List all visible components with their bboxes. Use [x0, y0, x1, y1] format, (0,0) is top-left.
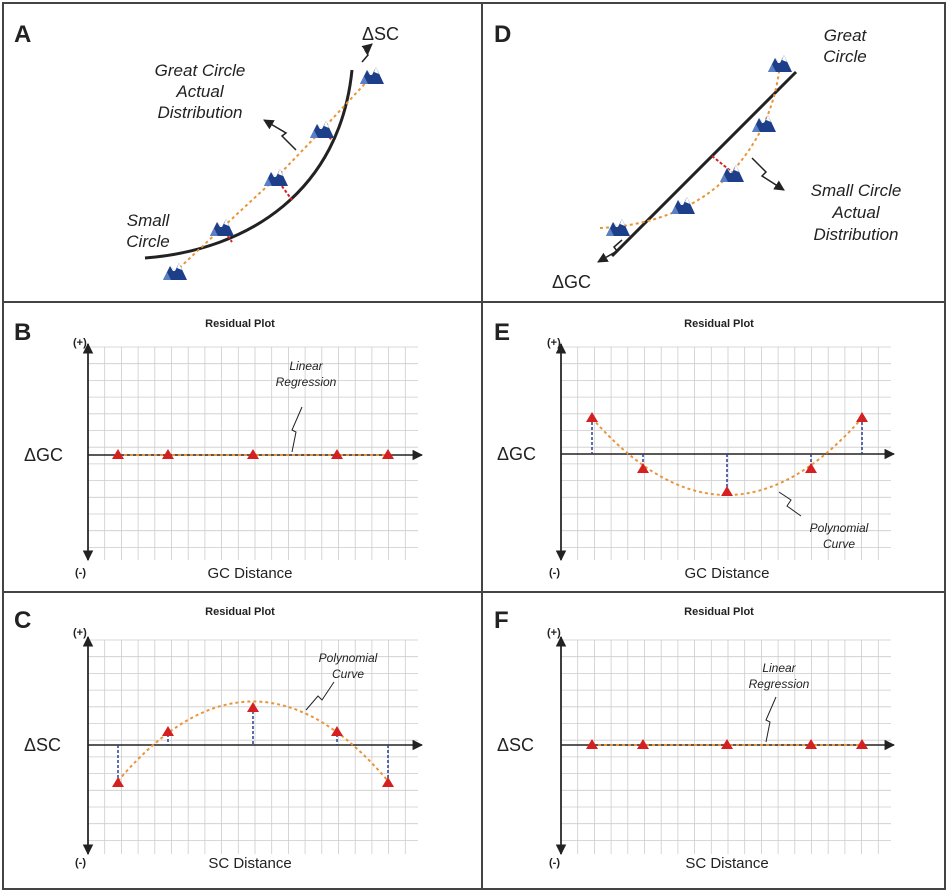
red-triangle	[856, 739, 868, 749]
panel-a: A ΔSC Great Circle Actual Distribution S…	[14, 21, 399, 280]
markers-f	[586, 739, 868, 749]
y-label-b: ΔGC	[24, 445, 63, 465]
red-triangle	[805, 463, 817, 473]
small-circle-arc	[144, 69, 354, 260]
x-label-b: GC Distance	[207, 565, 292, 582]
plus-label-f: (+)	[547, 627, 561, 639]
y-label-e: ΔGC	[497, 444, 536, 464]
small-circle-label-2: Circle	[126, 232, 169, 251]
great-circle-label-1: Great Circle	[155, 61, 246, 80]
arrow-great-circle	[263, 119, 297, 151]
x-label-f: SC Distance	[685, 855, 768, 872]
red-triangle	[112, 777, 124, 787]
y-label-c: ΔSC	[24, 735, 61, 755]
arrow-delta-gc	[597, 239, 623, 263]
annotation-c-2: Curve	[332, 667, 364, 681]
arrow-small-circle	[751, 157, 785, 191]
small-circle-label-1: Small	[127, 211, 171, 230]
annotation-e-1: Polynomial	[810, 521, 869, 535]
panel-e: E Residual Plot (+) (-) ΔGC GC Distance …	[494, 318, 896, 582]
x-label-c: SC Distance	[208, 855, 291, 872]
x-label-e: GC Distance	[684, 565, 769, 582]
panel-b: B Residual Plot (+) (-) ΔGC GC Distance …	[14, 318, 424, 582]
gc-label-2: Circle	[823, 47, 866, 66]
red-triangle	[586, 739, 598, 749]
plus-label-c: (+)	[73, 627, 87, 639]
annotation-pointer-c	[305, 681, 335, 711]
red-triangle	[721, 739, 733, 749]
panel-f: F Residual Plot (+) (-) ΔSC SC Distance …	[494, 606, 896, 872]
polynomial-curve-c	[117, 700, 389, 782]
red-triangle	[721, 486, 733, 496]
panel-label-b: B	[14, 319, 31, 346]
delta-label-d: ΔGC	[552, 272, 591, 292]
panel-label-f: F	[494, 607, 509, 634]
annotation-pointer-b	[291, 406, 303, 453]
red-triangle	[162, 449, 174, 459]
plot-title-f: Residual Plot	[684, 606, 754, 618]
sc-label-3: Distribution	[813, 225, 898, 244]
delta-label-a: ΔSC	[362, 24, 399, 44]
annotation-pointer-f	[765, 696, 777, 743]
red-triangle	[856, 412, 868, 422]
mountain-icon	[606, 55, 792, 236]
annotation-e-2: Curve	[823, 537, 855, 551]
plot-title-c: Residual Plot	[205, 606, 275, 618]
annotation-c-1: Polynomial	[319, 651, 378, 665]
markers-e	[586, 412, 868, 496]
small-circle-trend	[599, 63, 781, 229]
annotation-b-2: Regression	[276, 375, 337, 389]
sc-label-1: Small Circle	[811, 181, 902, 200]
great-circle-line	[610, 70, 798, 258]
great-circle-label-2: Actual	[175, 82, 224, 101]
annotation-f-2: Regression	[749, 677, 810, 691]
red-triangle	[112, 449, 124, 459]
red-triangle	[247, 449, 259, 459]
markers-b	[112, 449, 394, 459]
polynomial-curve-e	[591, 417, 863, 496]
panel-label-a: A	[14, 21, 31, 48]
red-triangle	[247, 702, 259, 712]
markers-c	[112, 702, 394, 787]
grid-c	[87, 639, 418, 854]
plus-label-b: (+)	[73, 337, 87, 349]
great-circle-label-3: Distribution	[157, 103, 242, 122]
arrow-delta-sc	[361, 43, 373, 63]
panel-label-e: E	[494, 319, 510, 346]
sc-label-2: Actual	[831, 203, 880, 222]
panel-label-c: C	[14, 607, 31, 634]
y-label-f: ΔSC	[497, 735, 534, 755]
minus-label-b: (-)	[75, 567, 86, 579]
red-triangle	[382, 449, 394, 459]
red-triangle	[382, 777, 394, 787]
red-triangle	[162, 726, 174, 736]
grid-b	[87, 346, 418, 560]
minus-label-c: (-)	[75, 857, 86, 869]
annotation-f-1: Linear	[762, 661, 796, 675]
gc-label-1: Great	[824, 26, 868, 45]
red-triangle	[586, 412, 598, 422]
panel-label-d: D	[494, 21, 511, 48]
great-circle-trend	[174, 75, 373, 273]
plot-title-e: Residual Plot	[684, 318, 754, 330]
red-triangle	[331, 726, 343, 736]
plot-title-b: Residual Plot	[205, 318, 275, 330]
minus-label-f: (-)	[549, 857, 560, 869]
red-triangle	[637, 463, 649, 473]
panel-c: C Residual Plot (+) (-) ΔSC SC Distance …	[14, 606, 424, 872]
red-triangle	[331, 449, 343, 459]
annotation-b-1: Linear	[289, 359, 323, 373]
red-triangle	[637, 739, 649, 749]
annotation-pointer-e	[778, 491, 802, 517]
plus-label-e: (+)	[547, 337, 561, 349]
red-triangle	[805, 739, 817, 749]
minus-label-e: (-)	[549, 567, 560, 579]
residual-ticks-d	[711, 155, 733, 173]
panel-d: D ΔGC Great Circle Small Circle Actual D…	[494, 21, 901, 292]
